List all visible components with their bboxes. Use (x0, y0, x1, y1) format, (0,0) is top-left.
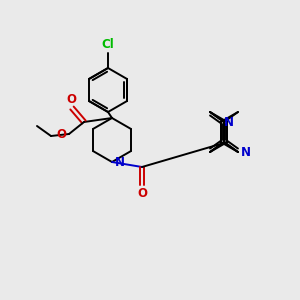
Text: Cl: Cl (102, 38, 114, 51)
Text: N: N (241, 146, 251, 158)
Text: N: N (115, 155, 125, 169)
Text: O: O (66, 93, 76, 106)
Text: N: N (224, 116, 234, 128)
Text: O: O (137, 187, 147, 200)
Text: O: O (56, 128, 66, 142)
